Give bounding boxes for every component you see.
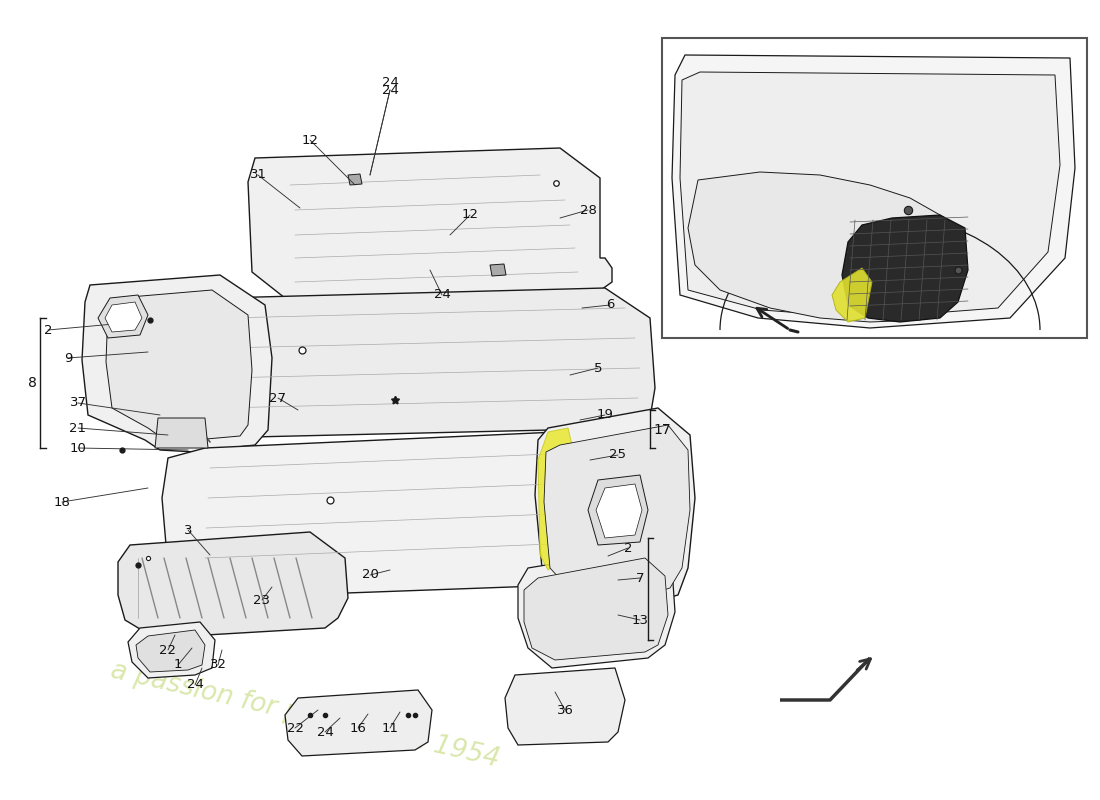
Text: 16: 16 xyxy=(350,722,366,734)
Text: 36: 36 xyxy=(557,703,573,717)
Polygon shape xyxy=(106,290,252,440)
Text: 3: 3 xyxy=(184,523,192,537)
Polygon shape xyxy=(672,55,1075,328)
Polygon shape xyxy=(128,622,214,678)
Text: 7: 7 xyxy=(636,571,645,585)
Polygon shape xyxy=(82,275,272,452)
Polygon shape xyxy=(538,428,572,570)
Text: 37: 37 xyxy=(69,397,87,410)
Text: 12: 12 xyxy=(301,134,319,146)
Polygon shape xyxy=(98,295,148,338)
Text: 12: 12 xyxy=(462,209,478,222)
Text: 24: 24 xyxy=(382,75,398,89)
Polygon shape xyxy=(248,148,612,302)
Text: 23: 23 xyxy=(253,594,271,606)
Text: 24: 24 xyxy=(382,83,398,97)
Polygon shape xyxy=(104,302,142,332)
Text: 9: 9 xyxy=(64,351,73,365)
Text: 28: 28 xyxy=(580,203,596,217)
Text: 8: 8 xyxy=(28,376,36,390)
Text: 17: 17 xyxy=(653,423,671,437)
Polygon shape xyxy=(524,558,668,660)
Polygon shape xyxy=(688,172,958,322)
Text: 24: 24 xyxy=(187,678,204,691)
Text: 11: 11 xyxy=(382,722,398,734)
Polygon shape xyxy=(518,548,675,668)
Polygon shape xyxy=(490,264,506,276)
Text: a passion for parts since 1954: a passion for parts since 1954 xyxy=(108,658,502,773)
Polygon shape xyxy=(505,668,625,745)
Polygon shape xyxy=(842,215,968,322)
Polygon shape xyxy=(544,425,690,604)
Polygon shape xyxy=(535,408,695,612)
Text: 18: 18 xyxy=(54,495,70,509)
Text: eurospares: eurospares xyxy=(232,286,688,494)
Text: 19: 19 xyxy=(596,409,614,422)
Text: 13: 13 xyxy=(631,614,649,626)
Polygon shape xyxy=(832,268,872,322)
Text: 6: 6 xyxy=(606,298,614,311)
Text: 21: 21 xyxy=(69,422,87,434)
Polygon shape xyxy=(118,532,348,638)
Text: 2: 2 xyxy=(44,323,53,337)
Text: 25: 25 xyxy=(609,449,627,462)
Text: 33: 33 xyxy=(1034,222,1050,234)
Polygon shape xyxy=(162,288,654,438)
Text: 10: 10 xyxy=(69,442,87,454)
Polygon shape xyxy=(596,484,642,538)
Text: 31: 31 xyxy=(250,169,266,182)
Bar xyxy=(662,38,1087,338)
Text: 32: 32 xyxy=(209,658,227,671)
Text: 1: 1 xyxy=(174,658,183,671)
Text: 24: 24 xyxy=(317,726,333,738)
Text: 34: 34 xyxy=(1034,246,1050,258)
Polygon shape xyxy=(588,475,648,545)
Polygon shape xyxy=(285,690,432,756)
Text: 5: 5 xyxy=(594,362,603,374)
Text: 24: 24 xyxy=(433,289,450,302)
Text: 35: 35 xyxy=(1034,269,1050,282)
Text: 20: 20 xyxy=(362,569,378,582)
Text: 27: 27 xyxy=(270,391,286,405)
Polygon shape xyxy=(155,418,208,448)
Text: 22: 22 xyxy=(160,643,176,657)
Polygon shape xyxy=(162,428,666,598)
Polygon shape xyxy=(136,630,205,672)
Text: 2: 2 xyxy=(624,542,632,554)
Text: 22: 22 xyxy=(286,722,304,734)
Polygon shape xyxy=(680,72,1060,318)
Polygon shape xyxy=(348,174,362,185)
